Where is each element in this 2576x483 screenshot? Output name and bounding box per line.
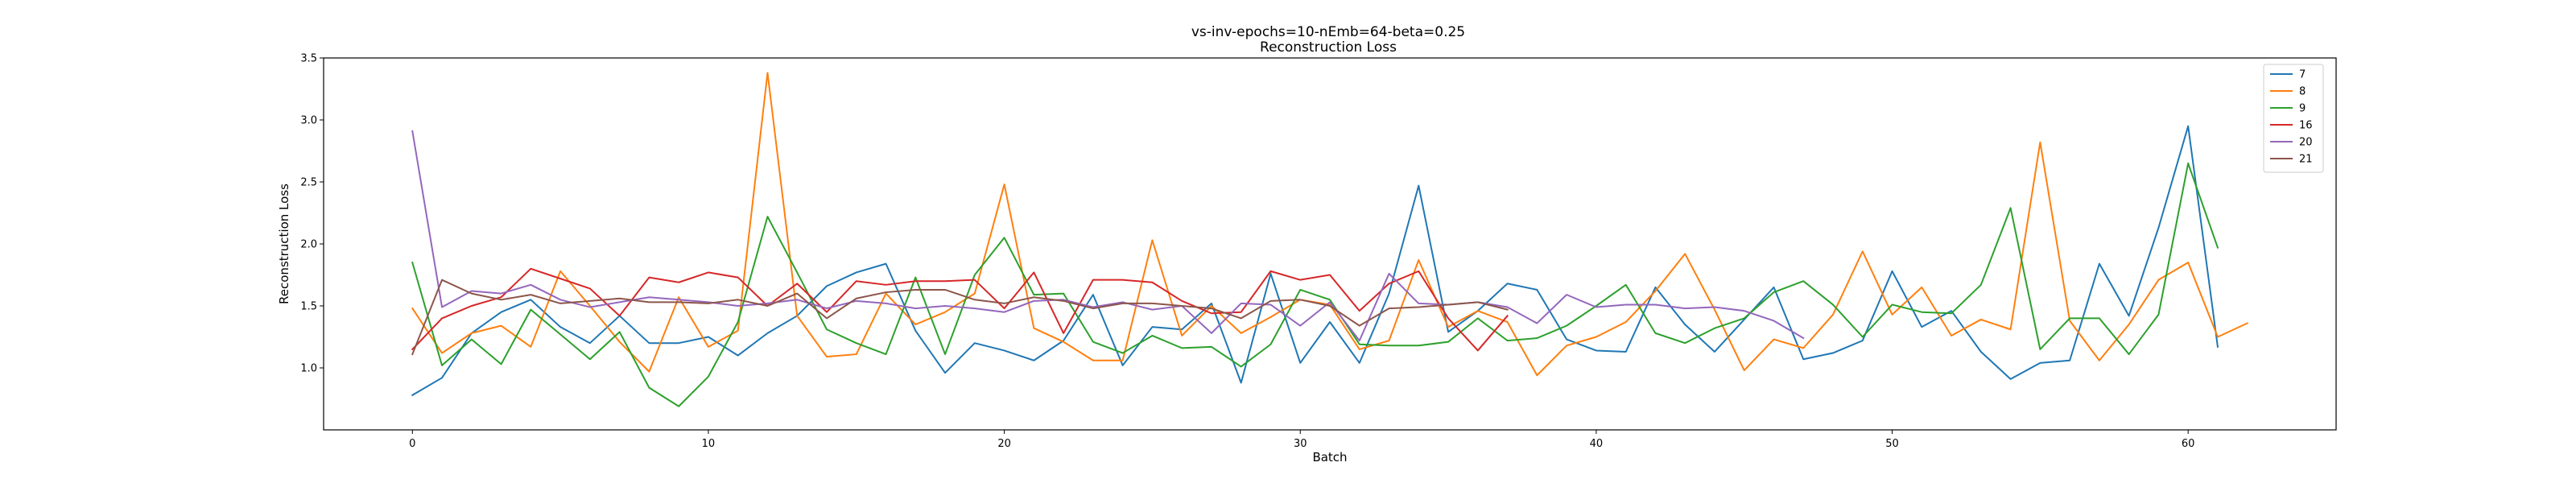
- series-line-16: [411, 267, 1509, 352]
- x-tick-label: 20: [997, 438, 1011, 450]
- series-line-9: [411, 162, 2219, 407]
- series-line-7: [411, 125, 2219, 397]
- y-tick-label: 3.5: [300, 53, 317, 65]
- x-tick-label: 60: [2182, 438, 2195, 450]
- axes-frame: [323, 57, 2337, 431]
- x-axis-label: Batch: [1312, 450, 1347, 464]
- y-tick-label: 2.0: [300, 239, 317, 251]
- series-line-20: [411, 130, 1805, 342]
- legend-label-20: 20: [2299, 137, 2313, 149]
- series-line-8: [411, 72, 2249, 377]
- legend-label-21: 21: [2299, 154, 2313, 166]
- x-tick-label: 50: [1885, 438, 1899, 450]
- x-tick-label: 0: [409, 438, 415, 450]
- y-axis: 1.0 1.5 2.0 2.5 3.0 3.5: [300, 53, 324, 375]
- legend-box: [2263, 64, 2324, 173]
- legend-label-7: 7: [2299, 69, 2306, 81]
- x-tick-label: 40: [1590, 438, 1604, 450]
- chart-title: vs-inv-epochs=10-nEmb=64-beta=0.25: [1191, 24, 1465, 40]
- chart-subtitle: Reconstruction Loss: [1260, 39, 1397, 56]
- y-tick-label: 2.5: [300, 177, 317, 189]
- y-tick-label: 3.0: [300, 115, 317, 127]
- y-tick-label: 1.0: [300, 363, 317, 375]
- legend-label-16: 16: [2299, 120, 2313, 132]
- series-line-21: [411, 279, 1509, 356]
- legend: 7 8 9 16 20 21: [2263, 64, 2324, 173]
- legend-label-9: 9: [2299, 103, 2306, 115]
- y-tick-label: 1.5: [300, 301, 317, 313]
- legend-label-8: 8: [2299, 86, 2306, 98]
- x-axis: 0 10 20 30 40 50 60: [409, 430, 2194, 450]
- plot-area: [411, 72, 2249, 407]
- x-tick-label: 10: [702, 438, 716, 450]
- y-axis-label: Reconstruction Loss: [277, 184, 291, 304]
- x-tick-label: 30: [1294, 438, 1307, 450]
